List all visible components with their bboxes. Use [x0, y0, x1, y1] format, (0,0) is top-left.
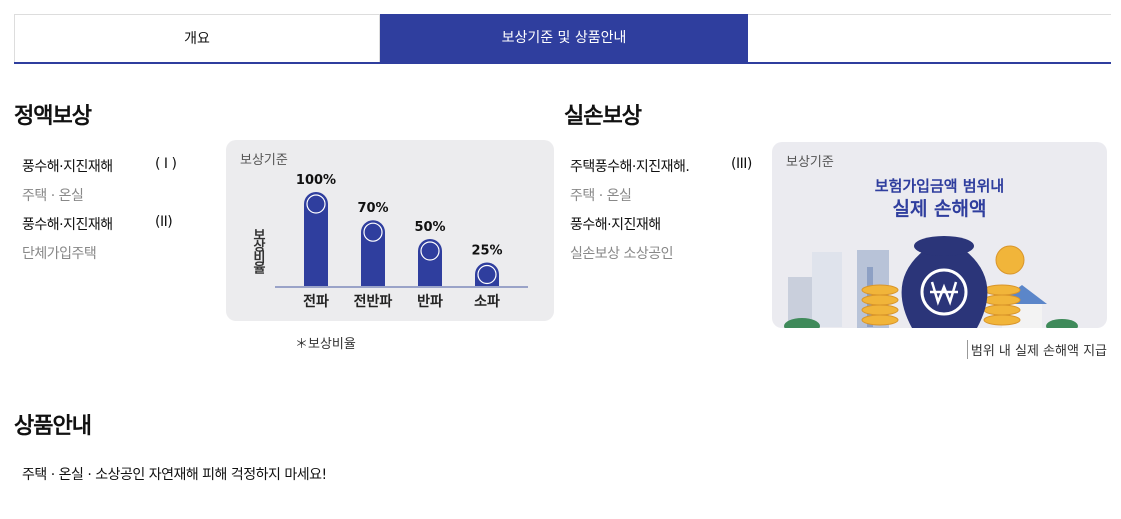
item: 주택풍수해·지진재해. — [570, 159, 690, 175]
value-label: 70% — [357, 201, 388, 216]
section-title: 상품안내 — [14, 414, 92, 439]
caption: 범위 내 실제 손해액 지급 — [966, 340, 1107, 359]
tab-active[interactable]: 보상기준 및 상품안내 — [380, 14, 748, 63]
item-tag: (III) — [731, 156, 752, 172]
chart-heading: 보상기준 — [240, 153, 288, 168]
bar — [361, 220, 385, 286]
chart: 100% 전파 70% 전반파 50% 반파 25% 소파 — [275, 173, 528, 310]
section-title: 실손보상 — [564, 104, 642, 129]
x-tick-label: 반파 — [417, 293, 443, 310]
x-tick-label: 전파 — [303, 293, 329, 310]
coin-icon — [306, 194, 326, 214]
item-tag: (II) — [155, 214, 173, 230]
section-title: 정액보상 — [14, 104, 92, 129]
illustration — [784, 236, 1078, 328]
chart-box — [226, 140, 554, 321]
item: 풍수해·지진재해 — [570, 217, 661, 233]
item: 주택 · 온실 — [22, 188, 84, 204]
tab[interactable]: 개요 — [14, 14, 380, 63]
image-heading: 보상기준 — [786, 155, 834, 170]
item: 단체가입주택 — [22, 246, 97, 262]
bar — [418, 239, 442, 286]
value-label: 100% — [296, 173, 336, 188]
coin-icon — [363, 222, 383, 242]
x-tick-label: 소파 — [474, 294, 500, 310]
value-label: 25% — [471, 244, 502, 259]
item: 주택 · 온실 — [570, 188, 632, 204]
x-tick-label: 전반파 — [354, 293, 393, 310]
image-line: 보험가입금액 범위내 — [874, 177, 1005, 195]
tab-bottom-line — [14, 62, 1111, 64]
coin-icon — [420, 241, 440, 261]
item: 풍수해·지진재해 — [22, 159, 113, 175]
coin-icon — [477, 264, 497, 285]
image-box — [772, 142, 1107, 328]
product-text: 주택 · 온실 · 소상공인 자연재해 피해 걱정하지 마세요! — [22, 467, 327, 483]
value-label: 50% — [414, 220, 445, 235]
image-line: 실제 손해액 — [892, 198, 987, 220]
item-tag: ( I ) — [155, 156, 177, 172]
axis-label: 보상비율 — [250, 228, 265, 272]
caption: ＊보상비율 — [295, 337, 356, 352]
bar — [304, 192, 328, 286]
item: 실손보상 소상공인 — [570, 246, 674, 262]
item: 풍수해·지진재해 — [22, 217, 113, 233]
